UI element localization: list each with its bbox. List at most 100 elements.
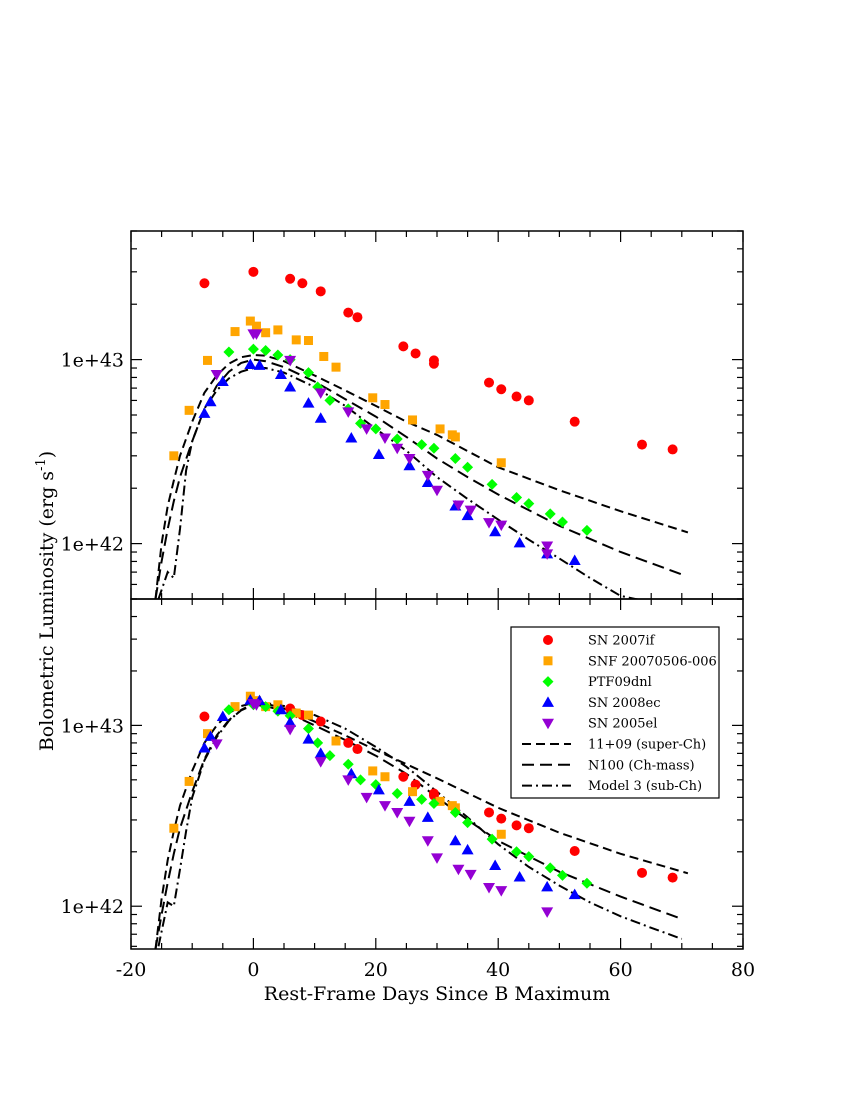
top-point-sn-2007if [297,278,308,289]
top-point-snf-20070506-006 [291,335,301,345]
bottom-point-sn-2007if [569,846,580,857]
top-panel-plot-area [154,266,689,599]
top-point-ptf09dnl [416,439,428,451]
bottom-point-ptf09dnl [312,737,324,749]
bottom-point-ptf09dnl [428,797,440,809]
x-tick-label: 40 [486,959,510,981]
top-point-snf-20070506-006 [368,393,378,403]
top-point-sn-2007if [398,341,409,352]
legend-symbol-sn-2005el [542,718,554,730]
top-point-ptf09dnl [260,345,272,357]
legend-label-snf-20070506-006: SNF 20070506-006 [588,654,717,669]
top-point-sn-2008ec [204,395,217,407]
bottom-point-sn-2008ec [302,733,315,744]
bottom-panel-plot-area [154,691,689,949]
top-point-snf-20070506-006 [380,400,390,410]
bottom-point-ptf09dnl [511,846,523,858]
top-point-snf-20070506-006 [184,405,194,415]
top-point-snf-20070506-006 [303,336,313,346]
top-point-sn-2005el [342,407,355,418]
bottom-point-snf-20070506-006 [368,766,378,776]
top-point-snf-20070506-006 [273,325,283,335]
bottom-point-ptf09dnl [355,774,366,786]
bottom-point-sn-2005el [421,836,434,847]
legend: SN 2007if SNF 20070506-006 PTF09dnl SN 2008… [510,626,720,799]
bottom-point-snf-20070506-006 [408,787,418,797]
bottom-point-ptf09dnl [486,833,498,845]
legend-label-sn-2005el: SN 2005el [588,717,657,732]
top-point-snf-20070506-006 [169,451,179,461]
top-point-sn-2005el [284,355,297,367]
top-point-sn-2008ec [461,509,474,521]
top-point-sn-2008ec [253,359,266,370]
bottom-point-sn-2008ec [216,710,229,721]
top-point-sn-2005el [250,329,263,340]
top-point-sn-2007if [352,312,363,323]
top-point-sn-2007if [667,444,678,455]
top-point-sn-2005el [431,485,443,497]
top-point-ptf09dnl [523,498,535,510]
top-point-snf-20070506-006 [331,362,341,372]
top-point-snf-20070506-006 [261,328,271,338]
top-point-sn-2005el [541,549,554,560]
bottom-point-sn-2008ec [372,783,385,795]
bottom-point-sn-2007if [199,711,210,722]
top-point-ptf09dnl [391,433,403,445]
x-tick-label: -20 [116,959,147,981]
bottom-point-snf-20070506-006 [303,710,313,720]
bottom-point-sn-2005el [250,700,263,711]
bottom-point-sn-2008ec [489,859,502,870]
top-point-sn-2005el [210,370,223,381]
bottom-y-tick-label: 1e+43 [61,715,124,737]
top-point-ptf09dnl [223,346,235,358]
top-point-snf-20070506-006 [245,316,255,326]
y-axis-title: Bolometric Luminosity (erg s-1) [34,451,58,751]
x-tick-label: 0 [247,959,259,981]
bottom-point-sn-2005el [495,886,508,897]
top-point-ptf09dnl [449,453,461,465]
top-point-ptf09dnl [556,516,568,528]
bottom-point-sn-2008ec [541,880,554,892]
top-point-sn-2008ec [421,476,434,487]
legend-symbol-snf-20070506-006 [543,656,553,666]
bottom-point-sn-2005el [378,801,391,812]
top-point-sn-2007if [428,355,439,366]
bottom-point-sn-2005el [464,869,477,881]
bottom-point-sn-2005el [360,792,373,804]
bottom-point-sn-2005el [210,739,223,750]
top-point-snf-20070506-006 [230,327,240,337]
legend-label-11-09-super-ch: 11+09 (super-Ch) [588,738,706,753]
top-point-ptf09dnl [511,492,523,504]
bottom-point-sn-2005el [284,724,297,736]
top-point-sn-2005el [314,388,327,399]
bottom-point-sn-2008ec [421,811,434,822]
top-point-sn-2007if [199,278,210,289]
top-point-sn-2008ec [284,380,297,392]
legend-symbol-ptf09dnl [542,676,554,688]
bottom-point-sn-2005el [403,816,416,828]
bottom-point-sn-2007if [667,872,678,883]
bottom-point-ptf09dnl [391,788,403,800]
y-axis-title-main: Bolometric Luminosity (erg s [36,471,58,751]
bottom-point-sn-2005el [342,775,355,786]
top-curve-n100-ch-mass [154,358,683,599]
top-point-snf-20070506-006 [203,355,212,365]
bottom-point-sn-2008ec [403,795,416,806]
top-point-sn-2007if [248,266,259,277]
top-point-ptf09dnl [272,349,284,361]
top-curve-model-3-sub-ch [157,367,641,599]
bottom-curve-n100-ch-mass [154,703,683,949]
top-point-sn-2007if [315,286,326,297]
top-point-sn-2008ec [568,554,581,565]
bottom-point-snf-20070506-006 [435,796,445,806]
bottom-point-ptf09dnl [581,877,593,889]
top-point-sn-2008ec [314,412,327,423]
top-curve-11-09-super-ch [154,353,689,599]
bottom-point-sn-2007if [352,744,363,755]
bottom-point-sn-2005el [431,853,443,864]
top-point-sn-2007if [496,384,507,395]
top-y-tick-label: 1e+42 [61,534,124,556]
top-point-sn-2005el [378,433,391,444]
axes-layer: 1e+42 1e+43 1e+42 1e+43 -20 0 20 40 60 80 [61,230,755,981]
